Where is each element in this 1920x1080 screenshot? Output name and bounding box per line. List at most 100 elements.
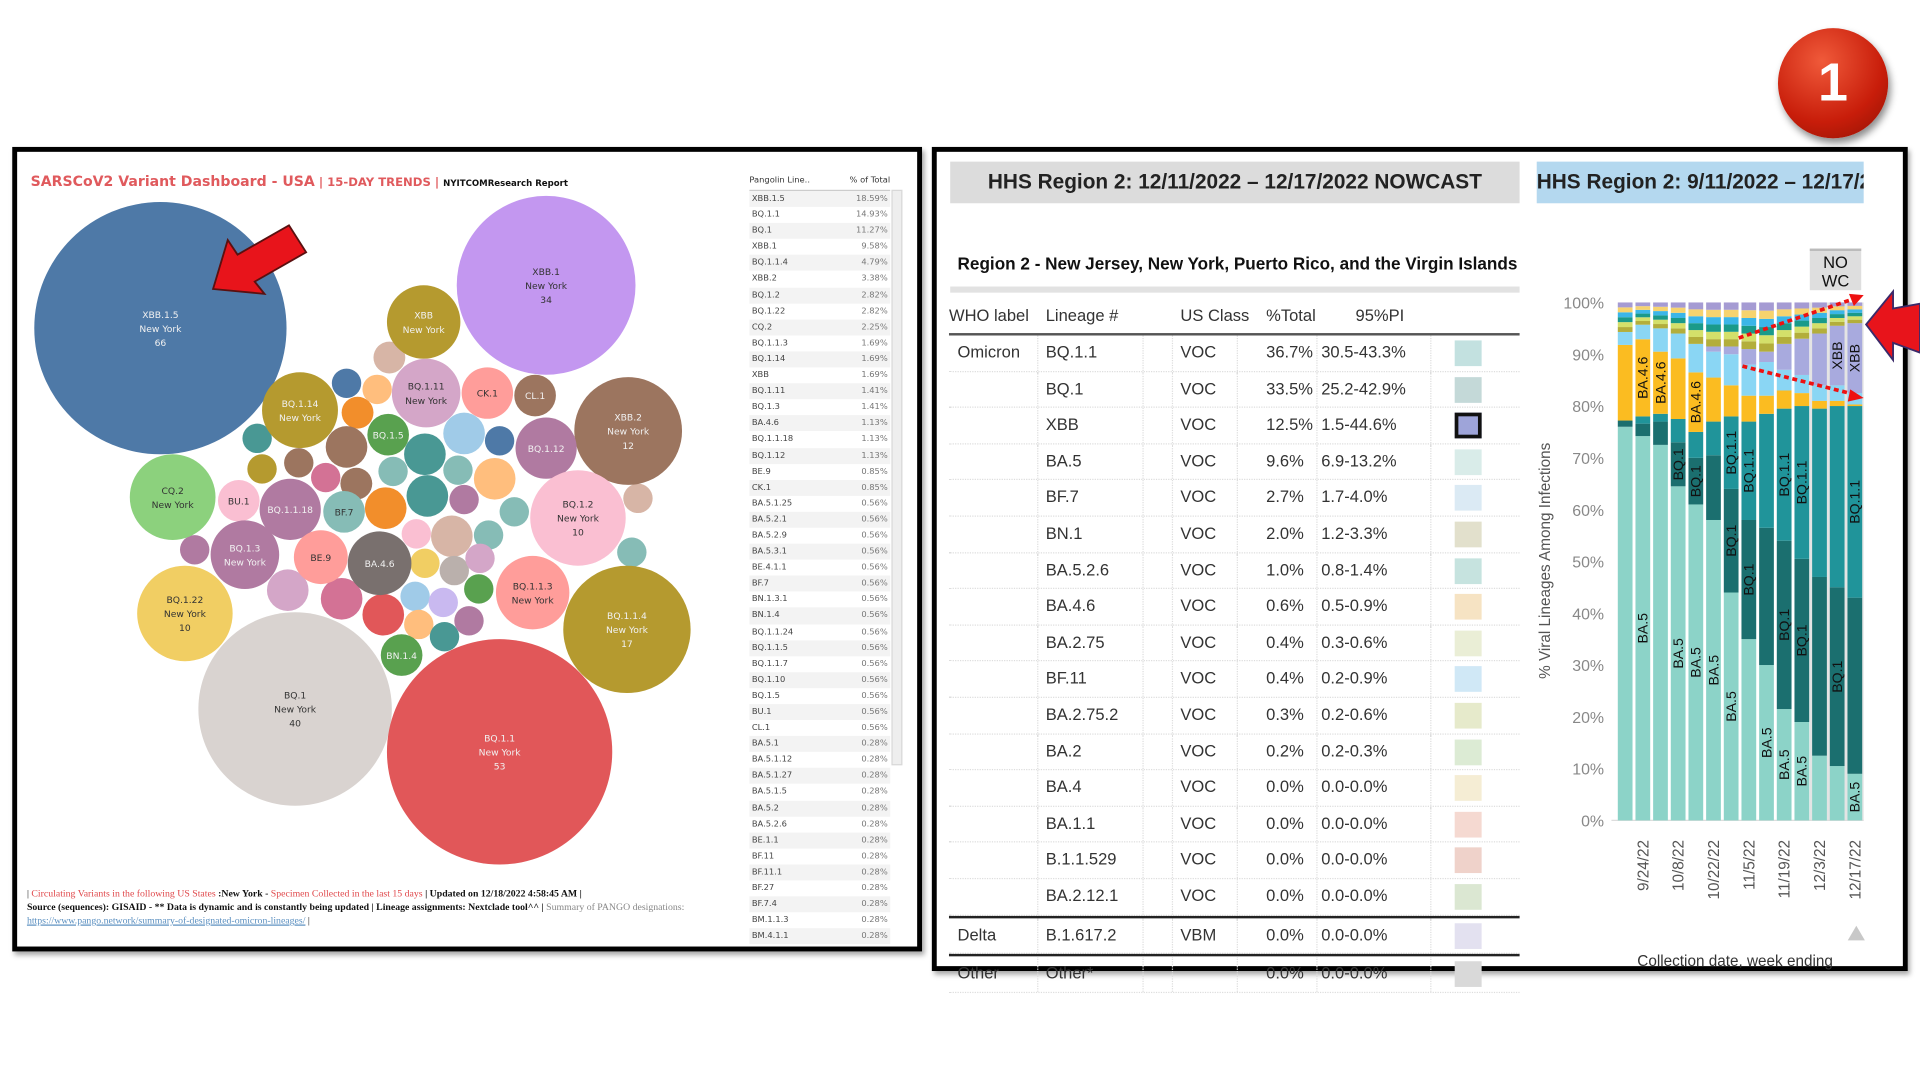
stacked-bar[interactable]: [1635, 302, 1651, 821]
bubble-unlabeled[interactable]: [623, 483, 653, 514]
lineage-table-row[interactable]: BQ.1.1 14.93%: [749, 207, 890, 223]
stacked-bar[interactable]: [1653, 302, 1668, 821]
header-pangolin-lineage[interactable]: Pangolin Line..: [749, 175, 810, 185]
bubble-unlabeled[interactable]: [443, 412, 485, 455]
bubble-bq-1-1-3[interactable]: BQ.1.1.3 New York: [495, 555, 570, 630]
lineage-table-row[interactable]: BQ.1.22 2.82%: [749, 303, 890, 319]
bubble-bq-1-5[interactable]: BQ.1.5: [367, 413, 409, 456]
bubble-circle[interactable]: [461, 367, 514, 419]
bubble-cl-1[interactable]: CL.1: [514, 374, 556, 417]
bubble-circle[interactable]: [386, 639, 613, 865]
lineage-table-row[interactable]: BQ.1.12 1.13%: [749, 447, 891, 464]
lineage-table-row[interactable]: BF.27 0.28%: [749, 880, 890, 896]
bubble-circle[interactable]: [347, 531, 412, 596]
bubble-unlabeled[interactable]: [617, 537, 647, 567]
lineage-table-row[interactable]: BQ.1.1.4 4.79%: [749, 255, 891, 272]
pango-link[interactable]: https://www.pango.network/summary-of-des…: [26, 914, 306, 926]
bubble-unlabeled[interactable]: [378, 456, 408, 487]
bubble-unlabeled[interactable]: [464, 574, 494, 604]
bubble-unlabeled[interactable]: [364, 487, 407, 529]
header-percent-total[interactable]: % of Total: [849, 175, 891, 185]
lineage-table-row[interactable]: BQ.1.1.24 0.56%: [749, 624, 890, 640]
lineage-table-row[interactable]: BF.11.1 0.28%: [749, 864, 891, 881]
bubble-unlabeled[interactable]: [428, 587, 458, 618]
bubble-circle[interactable]: [530, 470, 626, 566]
lineage-table-row[interactable]: BF.7.4 0.28%: [749, 896, 891, 913]
lineage-table-row[interactable]: BA.5.1.12 0.28%: [749, 752, 890, 768]
bubble-bu-1[interactable]: BU.1: [217, 480, 260, 522]
bubble-unlabeled[interactable]: [439, 555, 469, 586]
lineage-table-row[interactable]: BA.5.2.6 0.28%: [749, 816, 890, 832]
lineage-table-row[interactable]: CL.1 0.56%: [749, 720, 890, 736]
bubble-unlabeled[interactable]: [341, 396, 374, 429]
lineage-table-row[interactable]: BQ.1.1.5 0.56%: [749, 639, 891, 656]
bubble-unlabeled[interactable]: [499, 497, 529, 527]
stacked-bar[interactable]: [1829, 302, 1845, 821]
lineage-table-row[interactable]: BE.9 0.85%: [749, 464, 890, 480]
lineage-table-row[interactable]: BA.5.1 0.28%: [749, 736, 891, 753]
bubble-bq-1-22[interactable]: BQ.1.22 New York 10: [137, 565, 233, 662]
bubble-circle[interactable]: [380, 634, 423, 676]
lineage-table-row[interactable]: BQ.1 11.27%: [749, 223, 891, 240]
bubble-circle[interactable]: [367, 413, 409, 456]
stacked-bar[interactable]: [1759, 302, 1774, 821]
lineage-table-row[interactable]: BQ.1.14 1.69%: [749, 351, 891, 368]
bubble-unlabeled[interactable]: [266, 569, 309, 612]
bubble-circle[interactable]: [293, 530, 348, 585]
bubble-unlabeled[interactable]: [404, 433, 446, 476]
scroll-up-triangle-icon[interactable]: [1847, 925, 1865, 941]
lineage-table-row[interactable]: CQ.2 2.25%: [749, 319, 891, 336]
bubble-circle[interactable]: [210, 520, 280, 589]
lineage-table-row[interactable]: BM.4.1.1 0.28%: [749, 928, 891, 945]
bubble-circle[interactable]: [129, 454, 216, 541]
lineage-table-row[interactable]: BF.7 0.56%: [749, 575, 891, 592]
bubble-unlabeled[interactable]: [331, 368, 362, 398]
lineage-table-row[interactable]: BA.5.3.1 0.56%: [749, 543, 891, 560]
bubble-unlabeled[interactable]: [410, 548, 440, 578]
bubble-be-9[interactable]: BE.9: [293, 530, 348, 585]
lineage-table-row[interactable]: CK.1 0.85%: [749, 479, 891, 496]
lineage-table-row[interactable]: BQ.1.5 0.56%: [749, 688, 890, 704]
bubble-unlabeled[interactable]: [406, 475, 449, 517]
lineage-table-row[interactable]: BQ.1.1.18 1.13%: [749, 432, 890, 448]
bubble-unlabeled[interactable]: [431, 515, 473, 558]
bubble-cq-2[interactable]: CQ.2 New York: [129, 454, 216, 541]
bubble-bf-7[interactable]: BF.7: [323, 491, 365, 533]
bubble-circle[interactable]: [198, 612, 392, 806]
stacked-bar[interactable]: [1706, 302, 1721, 821]
lineage-table-row[interactable]: BQ.1.1.3 1.69%: [749, 335, 890, 351]
bubble-unlabeled[interactable]: [473, 520, 504, 550]
bubble-unlabeled[interactable]: [362, 374, 392, 405]
lineage-table-row[interactable]: BA.5.2.1 0.56%: [749, 511, 891, 528]
bubble-bq-1-1-4[interactable]: BQ.1.1.4 New York 17: [563, 565, 691, 694]
stacked-bar[interactable]: [1812, 302, 1827, 821]
lineage-table-row[interactable]: BA.5.2 0.28%: [749, 800, 891, 817]
bubble-unlabeled[interactable]: [247, 454, 277, 484]
bubble-unlabeled[interactable]: [180, 535, 210, 565]
bubble-bq-1-2[interactable]: BQ.1.2 New York 10: [530, 470, 626, 566]
bubble-unlabeled[interactable]: [404, 609, 434, 640]
bubble-ba-4-6[interactable]: BA.4.6: [347, 531, 412, 596]
bubble-bq-1-11[interactable]: BQ.1.11 New York: [391, 358, 461, 428]
bubble-unlabeled[interactable]: [311, 462, 341, 493]
lineage-table-row[interactable]: BN.1.3.1 0.56%: [749, 592, 890, 608]
bubble-xbb-1[interactable]: XBB.1 New York 34: [456, 195, 636, 375]
bubble-circle[interactable]: [563, 565, 691, 694]
stacked-bar[interactable]: [1670, 302, 1686, 821]
bubble-unlabeled[interactable]: [325, 426, 368, 468]
bubble-circle[interactable]: [137, 565, 233, 662]
bubble-xbb-2[interactable]: XBB.2 New York 12: [574, 377, 683, 485]
bubble-circle[interactable]: [217, 480, 260, 522]
bubble-unlabeled[interactable]: [242, 423, 272, 454]
bubble-unlabeled[interactable]: [465, 543, 495, 574]
lineage-table-row[interactable]: BE.4.1.1 0.56%: [749, 560, 890, 576]
bubble-bq-1[interactable]: BQ.1 New York 40: [198, 612, 392, 806]
bubble-unlabeled[interactable]: [373, 341, 406, 374]
lineage-table-row[interactable]: XBB 1.69%: [749, 367, 890, 383]
lineage-table-row[interactable]: BF.11 0.28%: [749, 848, 890, 864]
lineage-table-row[interactable]: BQ.1.10 0.56%: [749, 672, 891, 689]
bubble-circle[interactable]: [386, 285, 461, 359]
lineage-table-row[interactable]: XBB.1 9.58%: [749, 239, 890, 255]
lineage-table-row[interactable]: BE.1.1 0.28%: [749, 832, 891, 849]
lineage-table-row[interactable]: BQ.1.1.7 0.56%: [749, 656, 890, 672]
